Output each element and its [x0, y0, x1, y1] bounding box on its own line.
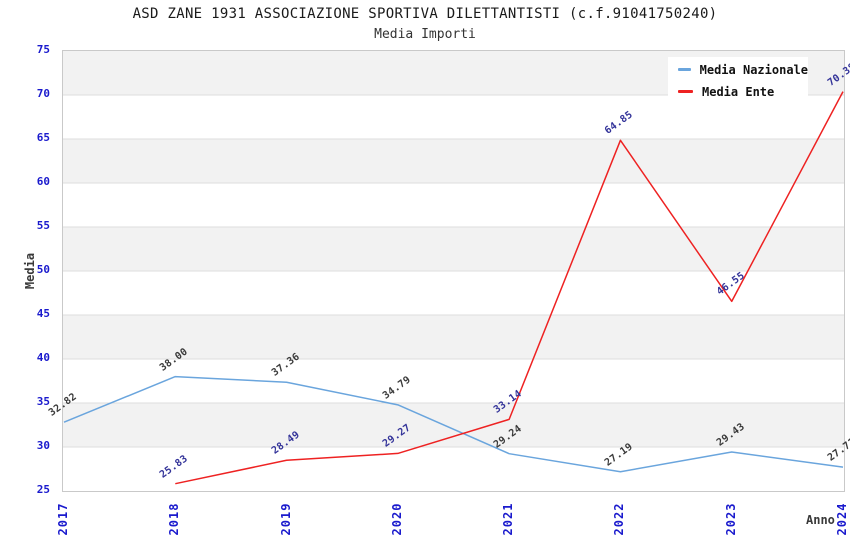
y-tick-label: 35	[36, 395, 50, 408]
legend-label-media-ente: Media Ente	[702, 84, 775, 99]
grid-band	[63, 403, 844, 447]
plot-area	[62, 50, 845, 492]
grid-band	[63, 315, 844, 359]
x-tick-label: 2018	[167, 502, 182, 536]
x-axis-title: Anno	[806, 513, 835, 527]
y-tick-label: 25	[36, 483, 50, 496]
y-tick-label: 60	[36, 175, 50, 188]
media-nazionale-line	[63, 375, 844, 473]
y-tick-label: 40	[36, 351, 50, 364]
media-nazionale-line-swatch	[678, 68, 691, 71]
plot-canvas	[63, 51, 844, 485]
y-tick-label: 70	[36, 87, 50, 100]
x-tick-label: 2024	[835, 502, 849, 536]
x-tick-label: 2019	[278, 502, 293, 536]
legend-item-media-ente: Media Ente	[678, 82, 808, 101]
grid-band	[63, 139, 844, 183]
y-tick-label: 50	[36, 263, 50, 276]
media-ente-line-swatch	[678, 90, 693, 93]
x-tick-label: 2022	[612, 502, 627, 536]
y-tick-label: 30	[36, 439, 50, 452]
y-tick-label: 45	[36, 307, 50, 320]
y-tick-label: 55	[36, 219, 50, 232]
x-tick-label: 2021	[501, 502, 516, 536]
x-tick-label: 2023	[723, 502, 738, 536]
y-tick-label: 75	[36, 43, 50, 56]
media-ente-line	[175, 91, 844, 485]
x-tick-label: 2017	[56, 502, 70, 536]
x-tick-label: 2020	[389, 502, 404, 536]
legend: Media Nazionale Media Ente	[668, 57, 808, 104]
legend-item-media-nazionale: Media Nazionale	[678, 60, 808, 79]
chart-title: ASD ZANE 1931 ASSOCIAZIONE SPORTIVA DILE…	[132, 6, 718, 22]
chart-subtitle: Media Importi	[374, 27, 476, 42]
grid-band	[63, 227, 844, 271]
legend-label-media-nazionale: Media Nazionale	[699, 62, 808, 77]
y-tick-label: 65	[36, 131, 50, 144]
